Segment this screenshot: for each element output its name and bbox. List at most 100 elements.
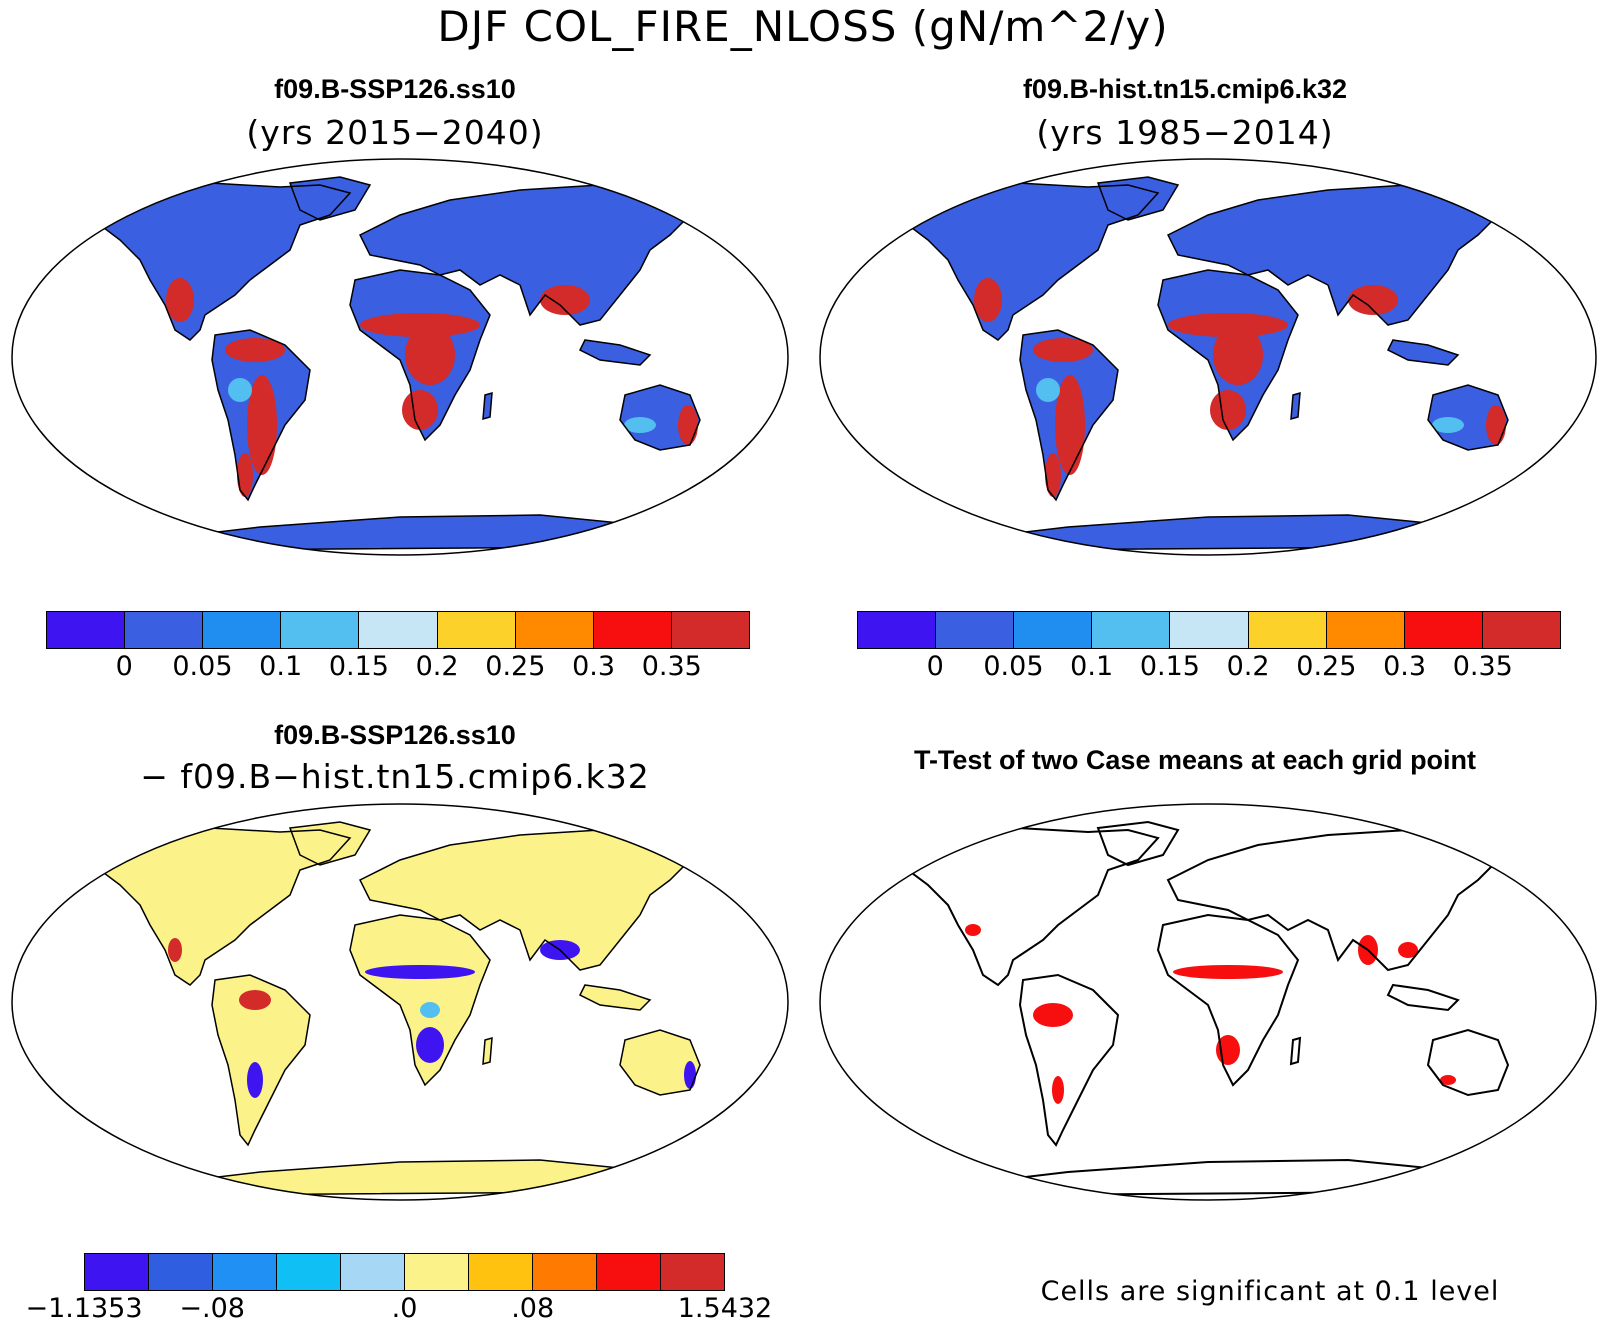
colorbar-tick-label: 0.1 [259,651,303,682]
signif-southeast-asia [1398,942,1418,958]
signif-amazon [1033,1003,1073,1027]
coastline-indonesia [578,984,652,1011]
colorbar-tick-label: 0.1 [1070,651,1114,682]
colorbar-swatch [213,1254,277,1290]
coastline-greenland [288,176,372,221]
colorbar-swatch [341,1254,405,1290]
land-northAmerica [903,828,1158,985]
fire-region-sahel [360,313,480,337]
colorbar-swatch [277,1254,341,1290]
colorbar-swatch [125,612,204,648]
land-northAmerica [903,183,1158,340]
coastline-northAmerica [94,182,352,341]
colorbar-swatch [1092,612,1171,648]
colorbar-swatch [1014,612,1093,648]
fire-region-east-australia [678,405,698,445]
colorbar-swatch [437,612,516,648]
figure-title: DJF COL_FIRE_NLOSS (gN/m^2/y) [437,2,1169,51]
fire-region-sahel [1168,313,1288,337]
land-eurasia [1168,185,1498,325]
colorbar-swatch [661,1254,724,1290]
land-antarctica [150,515,660,550]
colorbar-swatch [1170,612,1249,648]
fire-region-brazil-mid [228,378,252,402]
colorbar-tick-label: 0.2 [1226,651,1270,682]
coastline-madagascar [482,1036,493,1066]
panel2-title: f09.B-hist.tn15.cmip6.k32 [1022,74,1348,104]
land-northAmerica [95,828,350,985]
colorbar-tick-label: 0.3 [1383,651,1427,682]
signif-north-america [965,924,981,936]
land-eurasia [1168,830,1498,970]
colorbar-tick-label: −.08 [179,1293,245,1324]
map-panel4 [819,803,1597,1201]
fire-region-australia-mid [1432,417,1464,433]
map-frame [819,158,1597,556]
colorbar-swatch [1482,612,1560,648]
colorbar-swatch [47,612,126,648]
map-panel1 [11,158,789,556]
diff-neg-sahel [365,965,475,979]
fire-region-south-america [1055,375,1085,475]
land-antarctica [150,1160,660,1195]
coastline-southAmerica [1018,973,1120,1147]
coastline-australia [619,1029,701,1096]
colorbar-tick-label: −1.1353 [25,1293,143,1324]
diff-pos-amazon [239,990,271,1010]
fire-region-patagonia [1045,453,1061,497]
colorbar-swatch [405,1254,469,1290]
colorbar-swatch [1326,612,1405,648]
land-greenland [290,177,370,220]
colorbar-tick-label: 0.2 [415,651,459,682]
panel1-title: f09.B-SSP126.ss10 [274,74,516,104]
signif-south-america [1052,1076,1064,1104]
colorbar-swatch [85,1254,149,1290]
land-africa [1158,915,1298,1085]
land-greenland [290,822,370,865]
diff-neg-southern-africa [416,1027,444,1063]
land-eurasia [360,185,690,325]
fire-region-central-africa [1213,325,1263,385]
land-southAmerica [212,975,310,1145]
panel2-subtitle: (yrs 1985−2014) [1036,113,1334,152]
colorbar-swatch [359,612,438,648]
coastline-madagascar [482,391,493,421]
colorbar-panel1 [46,611,750,649]
colorbar-swatch [469,1254,533,1290]
colorbar-tick-label: 0.25 [485,651,546,682]
colorbar-panel3 [84,1253,725,1291]
coastline-indonesia [1386,983,1460,1012]
fire-region-brazil-mid [1036,378,1060,402]
fire-region-east-australia [1486,405,1506,445]
colorbar-tick-label: 0.3 [572,651,616,682]
colorbar-tick-label: 0.35 [641,651,702,682]
coastline-northAmerica [901,826,1160,987]
colorbar-tick-label: 0.25 [1296,651,1357,682]
diff-pos-mexico [168,938,182,962]
coastline-southAmerica [1019,329,1119,502]
colorbar-swatch [533,1254,597,1290]
fire-region-mexico [166,278,194,322]
land-greenland [1098,177,1178,220]
coastline-africa [1156,913,1300,1087]
land-antarctica [958,515,1468,550]
colorbar-tick-label: 0 [115,651,133,682]
diff-mixed-africa [420,1002,440,1018]
coastline-australia [1427,384,1509,451]
land-antarctica [958,1160,1468,1195]
colorbar-swatch [1248,612,1327,648]
colorbar-tick-label: .08 [511,1293,555,1324]
coastline-southAmerica [211,974,311,1147]
colorbar-swatch [515,612,594,648]
panel1-subtitle: (yrs 2015−2040) [246,113,544,152]
coastline-africa [1157,269,1299,442]
colorbar-swatch [1404,612,1483,648]
colorbar-tick-label: 0.05 [172,651,233,682]
signif-australia [1440,1075,1456,1085]
colorbar-tick-label: 0 [926,651,944,682]
colorbar-swatch [858,612,937,648]
fire-region-southern-africa [402,390,438,430]
colorbar-tick-label: 0.15 [328,651,389,682]
map-panel2 [819,158,1597,556]
panel3-title: f09.B-SSP126.ss10 [274,720,516,750]
